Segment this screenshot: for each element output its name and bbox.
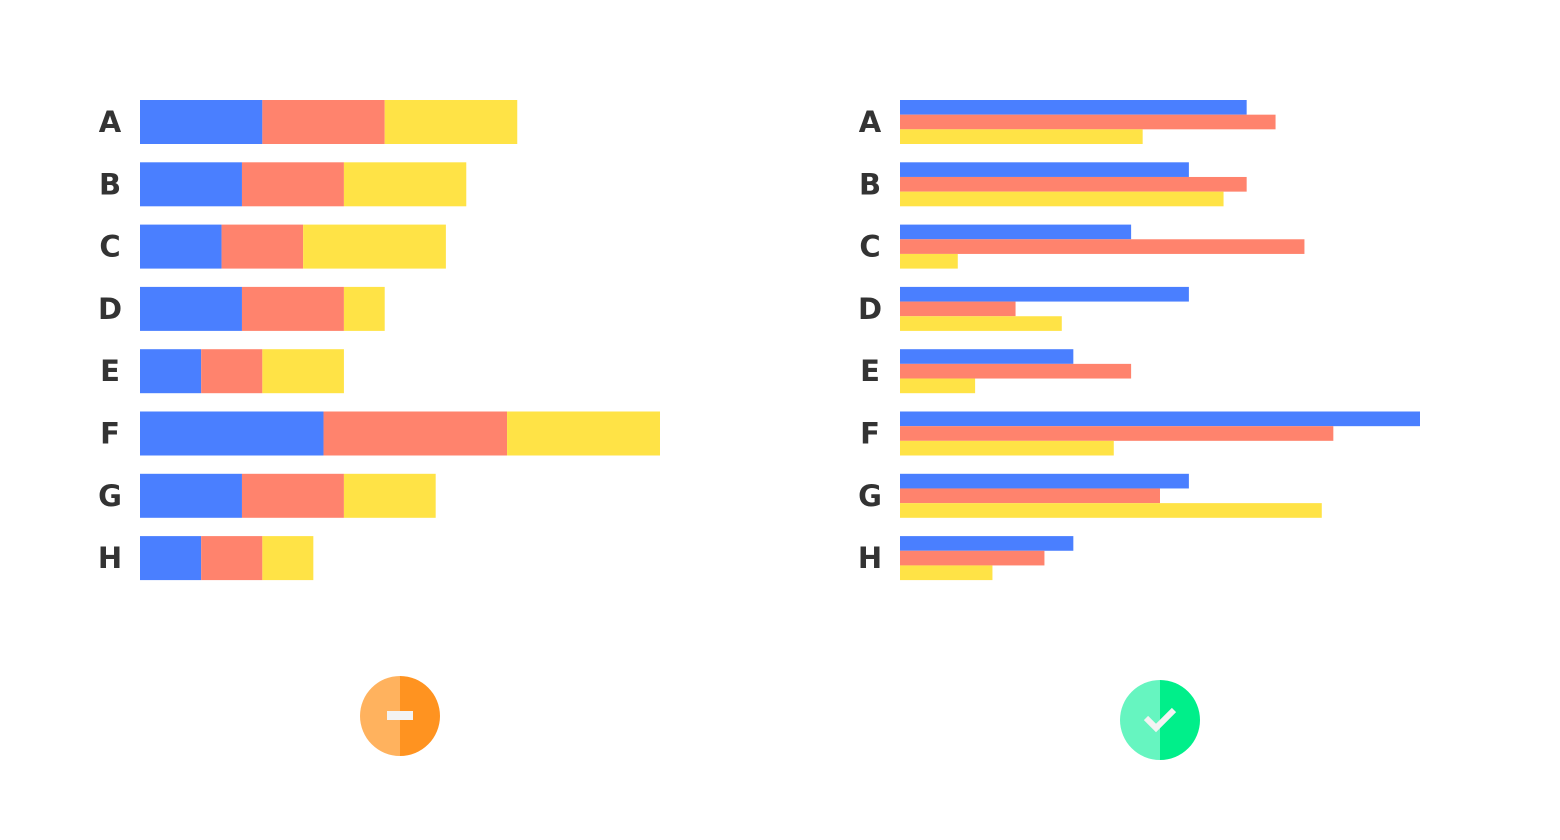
- bar: [900, 301, 1016, 317]
- bar-segment: [140, 162, 242, 207]
- bar: [900, 488, 1160, 504]
- bar-segment: [140, 349, 202, 394]
- bar-segment: [140, 100, 263, 144]
- bar: [900, 286, 1189, 302]
- category-label: B: [99, 167, 121, 201]
- bar-segment: [241, 162, 344, 207]
- bar: [900, 129, 1143, 144]
- bar: [900, 253, 958, 269]
- good-icon: [1120, 680, 1200, 760]
- bar-segment: [140, 536, 202, 581]
- category-label: E: [100, 354, 120, 388]
- bar: [900, 349, 1074, 364]
- bar: [900, 191, 1224, 207]
- category-label: F: [100, 417, 120, 451]
- bar: [900, 239, 1305, 254]
- bar: [900, 411, 1420, 427]
- bar: [900, 363, 1132, 379]
- category-label: H: [98, 541, 122, 575]
- category-label: H: [858, 541, 882, 575]
- category-label: D: [858, 292, 882, 326]
- category-label: A: [99, 105, 122, 139]
- bar-segment: [343, 286, 385, 331]
- bar: [900, 162, 1189, 177]
- category-label: D: [98, 292, 122, 326]
- bar: [900, 316, 1062, 331]
- bar-segment: [323, 411, 508, 456]
- bar: [900, 378, 976, 394]
- bar-segment: [384, 100, 518, 144]
- bar: [900, 536, 1074, 551]
- bar: [900, 100, 1247, 115]
- bar-segment: [140, 224, 222, 269]
- bar-segment: [262, 349, 344, 394]
- category-label: E: [860, 354, 880, 388]
- category-label: B: [859, 167, 881, 201]
- bar: [900, 503, 1322, 518]
- bar-segment: [303, 224, 446, 269]
- bar-segment: [201, 349, 263, 394]
- bar: [900, 550, 1045, 566]
- bar-segment: [241, 286, 344, 331]
- bar-segment: [262, 536, 314, 581]
- bar: [900, 224, 1132, 240]
- bar: [900, 176, 1247, 192]
- category-label: C: [859, 230, 880, 264]
- bar: [900, 440, 1114, 456]
- bar: [900, 114, 1276, 130]
- bar: [900, 473, 1189, 489]
- bar-segment: [343, 473, 436, 518]
- bar-segment: [140, 411, 324, 456]
- category-label: F: [860, 417, 880, 451]
- bar-segment: [507, 411, 660, 456]
- bar-segment: [221, 224, 304, 269]
- bar: [900, 426, 1334, 441]
- bar-segment: [140, 473, 242, 518]
- bad-icon: [360, 676, 440, 756]
- category-label: G: [98, 479, 122, 513]
- bar-segment: [343, 162, 467, 207]
- category-label: G: [858, 479, 882, 513]
- bar-segment: [262, 100, 385, 144]
- bar-segment: [201, 536, 263, 581]
- bar: [900, 565, 993, 581]
- bar-segment: [241, 473, 344, 518]
- category-label: C: [99, 230, 120, 264]
- bar-segment: [140, 286, 242, 331]
- category-label: A: [859, 105, 882, 139]
